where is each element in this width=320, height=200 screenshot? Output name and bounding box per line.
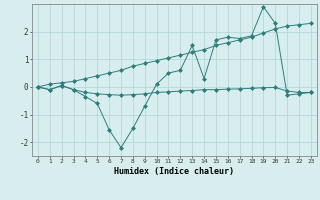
X-axis label: Humidex (Indice chaleur): Humidex (Indice chaleur)	[115, 167, 234, 176]
